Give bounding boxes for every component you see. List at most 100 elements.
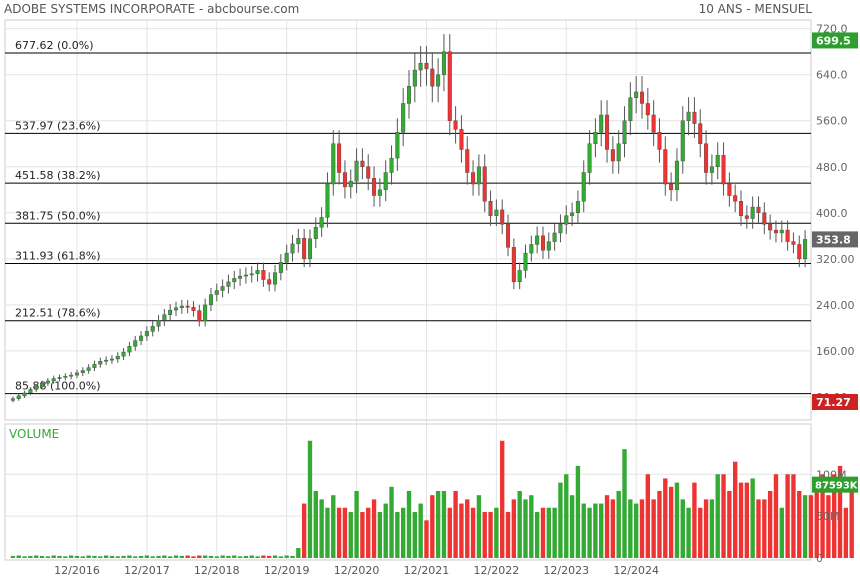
volume-bars	[10, 440, 854, 558]
candle-body	[144, 331, 149, 337]
candle-body	[168, 309, 173, 315]
volume-bar	[435, 491, 441, 558]
volume-bar	[98, 556, 103, 558]
candle-body	[500, 209, 505, 225]
x-tick-label: 12/2019	[264, 564, 310, 577]
fib-level-label: 677.62 (0.0%)	[15, 39, 94, 52]
volume-bar	[331, 495, 336, 558]
candle-body	[476, 166, 481, 185]
volume-bar	[395, 511, 400, 558]
candle-body	[63, 376, 68, 378]
volume-bar	[354, 491, 359, 558]
y-tick-label: 320.00	[816, 253, 855, 266]
volume-bar	[360, 511, 365, 558]
volume-bar	[80, 556, 85, 558]
y-tick-label: 240.00	[816, 299, 855, 312]
candle-body	[348, 180, 353, 188]
candle-body	[803, 239, 808, 260]
candle-body	[465, 149, 470, 173]
candle-body	[791, 241, 796, 245]
volume-bar	[616, 491, 621, 558]
volume-label: VOLUME	[9, 427, 59, 441]
volume-tick-label: 50M	[816, 510, 840, 523]
volume-bar	[10, 555, 16, 558]
candle-body	[57, 377, 62, 379]
candle-body	[220, 286, 225, 291]
candle-body	[424, 62, 429, 70]
candle-body	[98, 361, 103, 365]
candle-body	[639, 91, 644, 104]
candle-body	[51, 378, 56, 382]
candle-body	[686, 111, 691, 121]
volume-bar	[430, 495, 435, 558]
candle-body	[727, 183, 732, 196]
volume-bar	[173, 555, 179, 558]
volume-bar	[150, 556, 155, 558]
price-badge	[812, 32, 858, 49]
candle-body	[622, 120, 627, 144]
candle-body	[360, 160, 365, 167]
volume-bar	[127, 555, 132, 558]
candle-body	[453, 120, 458, 130]
x-tick-label: 12/2022	[474, 564, 520, 577]
candle-body	[255, 270, 260, 275]
candle-body	[342, 172, 347, 188]
candle-body	[616, 143, 621, 162]
candle-body	[733, 195, 738, 202]
candle-body	[80, 370, 85, 374]
candle-body	[372, 178, 377, 196]
volume-bar	[546, 507, 551, 558]
candle-body	[471, 172, 476, 185]
volume-bar	[214, 556, 219, 558]
volume-bar	[348, 511, 353, 558]
candle-body	[773, 229, 778, 234]
volume-bar	[336, 507, 342, 558]
price-badge	[812, 394, 858, 411]
candle-body	[86, 367, 91, 371]
candle-body	[506, 224, 511, 248]
volume-bar	[22, 556, 27, 558]
candle-body	[511, 247, 516, 283]
volume-bar	[307, 440, 313, 558]
candle-body	[750, 206, 755, 219]
volume-bar	[342, 507, 348, 558]
candle-body	[441, 51, 446, 75]
candle-body	[191, 306, 196, 311]
candle-body	[575, 201, 580, 214]
candle-body	[10, 398, 15, 401]
candle-body	[92, 363, 97, 368]
candle-body	[535, 235, 540, 245]
volume-bar	[121, 555, 126, 558]
candle-body	[354, 160, 359, 182]
volume-bar	[826, 495, 831, 558]
candle-body	[226, 281, 231, 287]
volume-bar	[674, 482, 680, 558]
period-label[interactable]: 10 ANS - MENSUEL	[698, 2, 812, 16]
candle-body	[447, 51, 452, 121]
candle-body	[377, 189, 382, 196]
volume-bar	[500, 440, 505, 558]
candle-body	[34, 386, 39, 390]
volume-bar	[494, 507, 499, 558]
volume-bar	[715, 474, 720, 558]
candle-body	[779, 229, 784, 234]
volume-bar	[272, 555, 278, 558]
volume-tick-label: 0	[816, 552, 823, 565]
volume-bar	[138, 555, 144, 558]
candle-body	[785, 229, 790, 242]
candle-body	[156, 320, 161, 327]
candle-body	[208, 294, 213, 306]
volume-bar	[686, 507, 691, 558]
volume-bar	[476, 495, 482, 558]
candle-body	[494, 209, 499, 216]
candle-body	[197, 310, 202, 322]
volume-bar	[28, 555, 33, 558]
price-badge	[812, 231, 858, 248]
volume-bar	[750, 478, 755, 558]
volume-bar	[418, 503, 423, 558]
volume-bar	[587, 507, 592, 558]
volume-bar	[703, 499, 709, 558]
volume-bar	[16, 555, 21, 558]
candle-body	[797, 244, 802, 260]
volume-bar	[412, 511, 418, 558]
